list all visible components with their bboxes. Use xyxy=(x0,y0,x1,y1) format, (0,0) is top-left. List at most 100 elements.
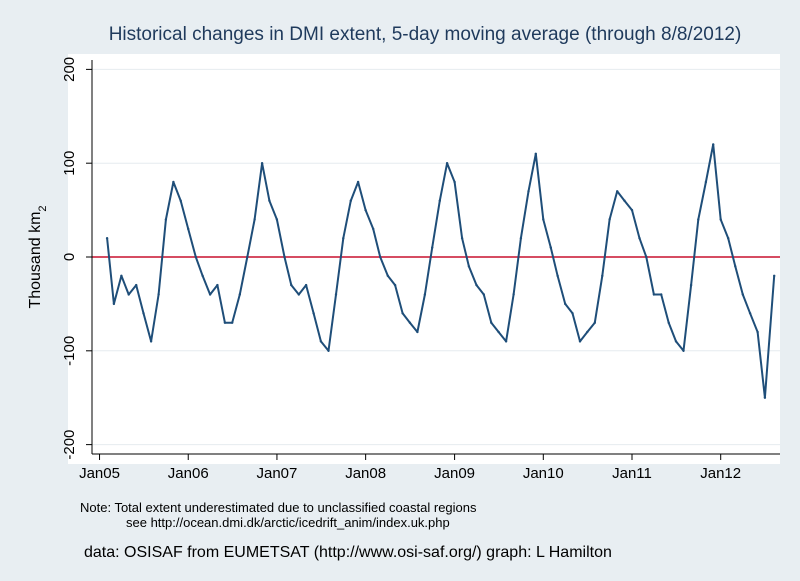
y-tick-label: 0 xyxy=(61,253,78,261)
data-point xyxy=(660,293,663,296)
data-point xyxy=(208,293,212,296)
data-point xyxy=(719,218,722,221)
data-point xyxy=(652,293,656,296)
y-tick-label: -200 xyxy=(61,430,78,460)
x-tick-label: Jan05 xyxy=(79,465,120,482)
data-point xyxy=(304,283,308,287)
data-point xyxy=(756,330,759,334)
data-point xyxy=(349,199,352,202)
data-point xyxy=(283,255,286,259)
data-point xyxy=(187,227,190,231)
x-tick-label: Jan07 xyxy=(257,465,298,482)
data-point xyxy=(467,265,471,268)
data-point xyxy=(201,274,204,277)
axes xyxy=(86,60,780,460)
data-point xyxy=(734,265,737,268)
data-point xyxy=(290,283,293,287)
data-point xyxy=(741,293,744,296)
x-tick-label: Jan09 xyxy=(434,465,475,482)
y-tick-label: -100 xyxy=(61,336,78,366)
note-line-2: see http://ocean.dmi.dk/arctic/icedrift_… xyxy=(126,515,450,530)
data-point xyxy=(475,283,478,287)
x-tick-label: Jan10 xyxy=(523,465,564,482)
y-tick-label: 200 xyxy=(61,57,78,82)
data-point xyxy=(578,340,582,343)
data-point xyxy=(763,396,767,399)
data-point xyxy=(386,274,389,277)
data-point xyxy=(223,321,227,324)
data-point xyxy=(275,218,279,221)
data-point xyxy=(727,237,730,240)
data-point xyxy=(319,340,323,343)
data-point xyxy=(342,237,345,240)
series-line xyxy=(105,143,776,399)
data-point xyxy=(416,330,419,334)
data-point xyxy=(231,321,234,324)
data-point xyxy=(157,293,160,296)
x-tick-label: Jan06 xyxy=(168,465,209,482)
data-point xyxy=(105,237,109,240)
data-point xyxy=(393,283,397,287)
data-point xyxy=(172,180,175,184)
data-point xyxy=(534,152,537,155)
data-point xyxy=(246,255,249,259)
data-point xyxy=(372,227,375,231)
data-point xyxy=(482,293,485,296)
x-tick-label: Jan11 xyxy=(612,465,652,482)
data-point xyxy=(431,246,434,249)
chart-title: Historical changes in DMI extent, 5-day … xyxy=(109,24,742,45)
data-point xyxy=(445,162,449,165)
y-axis-label-subscript: 2 xyxy=(37,205,49,211)
data-point xyxy=(527,190,530,193)
data-point xyxy=(356,180,360,184)
data-point xyxy=(379,255,382,259)
data-point xyxy=(556,274,559,277)
data-point xyxy=(297,293,300,296)
data-point xyxy=(512,293,515,296)
credit-line: data: OSISAF from EUMETSAT (http://www.o… xyxy=(84,544,612,561)
data-point xyxy=(748,312,752,315)
data-point xyxy=(689,283,693,287)
data-point xyxy=(327,349,330,352)
data-point xyxy=(623,199,626,202)
data-point xyxy=(674,340,678,343)
data-point xyxy=(194,255,197,259)
data-point xyxy=(712,143,715,146)
data-point xyxy=(608,218,611,221)
x-tick-label: Jan08 xyxy=(345,465,386,482)
data-point xyxy=(142,312,145,315)
data-point xyxy=(638,237,641,240)
y-axis-label-text: Thousand km xyxy=(27,212,44,309)
data-point xyxy=(697,218,700,221)
data-point xyxy=(238,293,241,296)
data-point xyxy=(645,255,648,259)
data-point xyxy=(260,162,264,165)
data-point xyxy=(630,208,634,212)
data-point xyxy=(504,340,508,343)
data-point xyxy=(135,283,138,287)
y-axis-label: Thousand km2 xyxy=(27,205,49,308)
data-point xyxy=(593,321,596,324)
data-point xyxy=(542,218,545,221)
data-point xyxy=(120,274,123,277)
y-tick-label: 100 xyxy=(61,151,78,176)
note-line-1: Note: Total extent underestimated due to… xyxy=(80,500,477,515)
data-point xyxy=(127,293,130,296)
data-point xyxy=(364,208,367,212)
data-point xyxy=(423,293,427,296)
data-point xyxy=(253,218,256,221)
data-point xyxy=(682,349,685,352)
data-point xyxy=(149,340,153,343)
data-point xyxy=(312,312,315,315)
data-point xyxy=(586,330,589,334)
data-point xyxy=(408,321,412,324)
data-point xyxy=(601,274,604,277)
data-point xyxy=(773,274,776,277)
data-point xyxy=(401,312,404,315)
data-point xyxy=(667,321,670,324)
y-tick-labels: -200 -100 0 100 200 xyxy=(61,57,78,460)
data-point xyxy=(216,283,219,287)
data-point xyxy=(460,237,464,240)
gridlines xyxy=(92,68,780,446)
x-tick-label: Jan12 xyxy=(700,465,741,482)
